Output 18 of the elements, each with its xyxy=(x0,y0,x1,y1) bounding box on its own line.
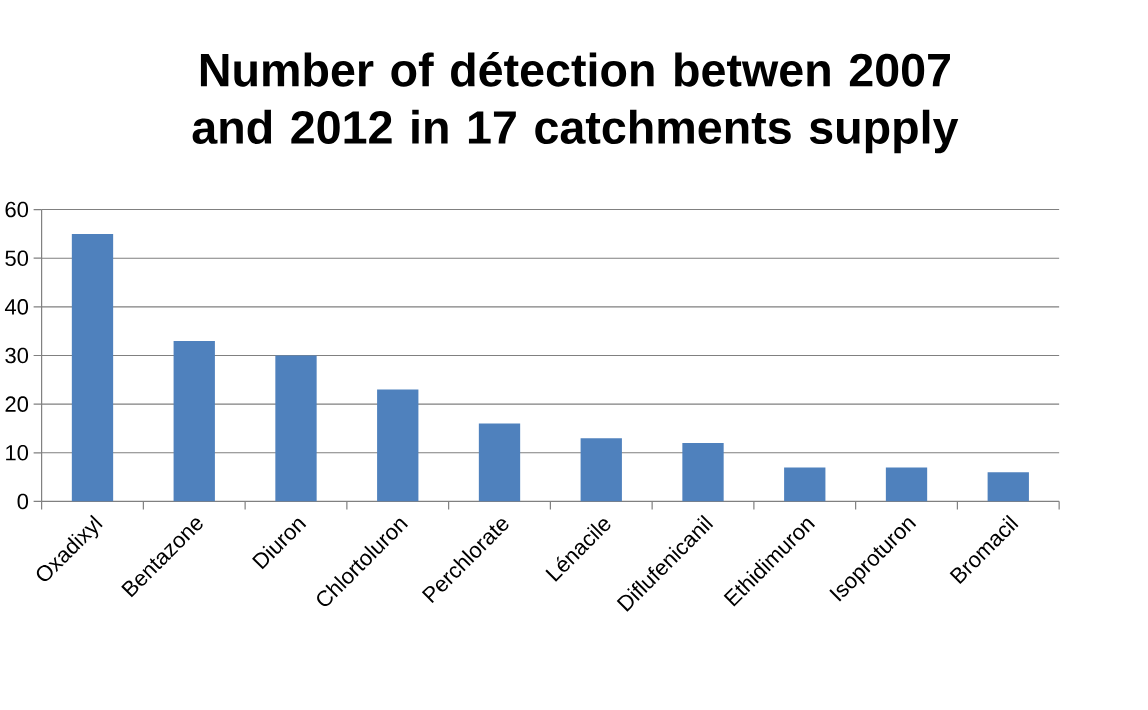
y-tick-label: 60 xyxy=(5,201,29,218)
bar xyxy=(173,340,215,502)
bar xyxy=(987,472,1029,502)
y-tick-label: 50 xyxy=(5,250,29,266)
bar xyxy=(580,438,622,502)
y-tick-label: 30 xyxy=(5,347,29,364)
y-tick-label: 10 xyxy=(6,444,29,461)
bar xyxy=(885,467,928,502)
y-tick-label: 40 xyxy=(4,298,29,315)
bar xyxy=(784,467,826,502)
bar xyxy=(682,442,724,502)
bar xyxy=(478,423,521,502)
bar xyxy=(71,233,114,502)
chart-title: Number of détection betwen 2007 and 2012 in 17 catchments supply xyxy=(192,51,959,154)
y-tick-label: 0 xyxy=(17,493,29,510)
bar xyxy=(377,389,419,502)
y-tick-label: 20 xyxy=(5,396,29,412)
bar xyxy=(275,355,317,502)
